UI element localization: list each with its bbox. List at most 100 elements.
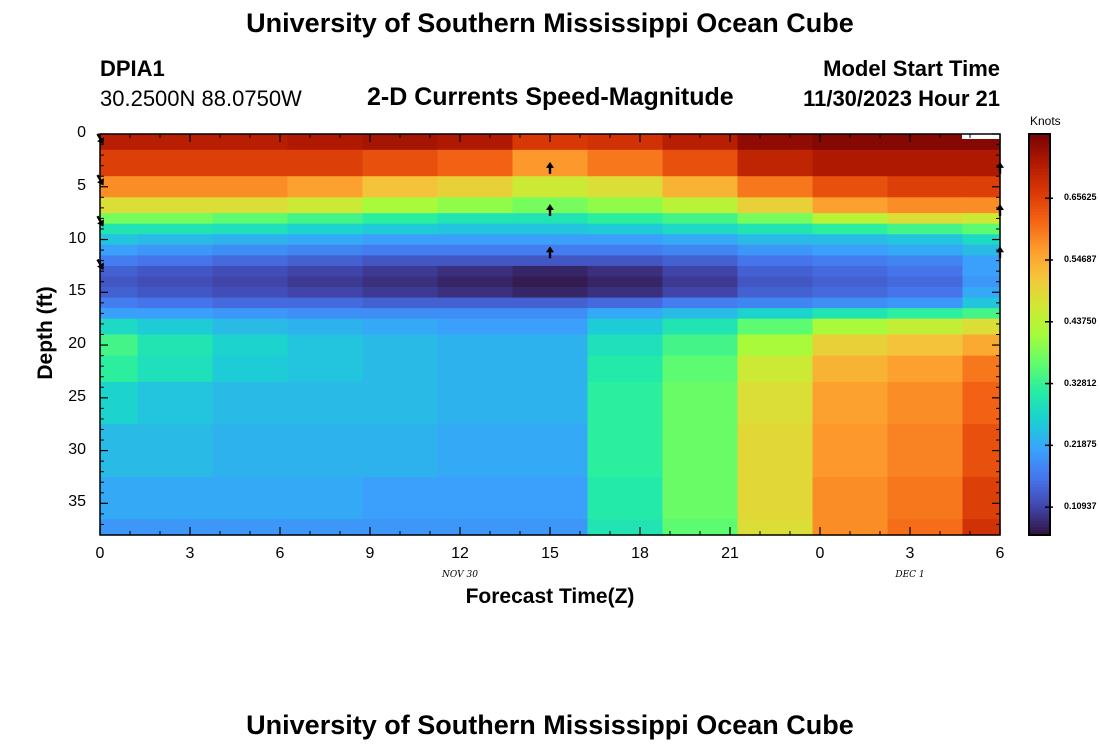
- heatmap-cell: [737, 255, 814, 267]
- x-tick-label: 3: [185, 545, 195, 562]
- colorbar-segment: [1029, 219, 1050, 224]
- heatmap-cell: [587, 265, 664, 278]
- heatmap-cell: [587, 297, 664, 309]
- heatmap-cell: [100, 149, 139, 177]
- colorbar-segment: [1029, 328, 1050, 333]
- heatmap-cell: [887, 381, 964, 425]
- colorbar-segment: [1029, 260, 1050, 264]
- heatmap-cell: [737, 176, 814, 198]
- heatmap-cell: [737, 334, 814, 357]
- heatmap-cell: [137, 276, 214, 288]
- colorbar-segment: [1029, 380, 1050, 384]
- heatmap-cell: [437, 134, 514, 151]
- colorbar-tick-label: 0.65625: [1064, 192, 1097, 203]
- colorbar-segment: [1029, 446, 1050, 450]
- heatmap-cell: [662, 334, 739, 357]
- colorbar-segment: [1029, 532, 1050, 536]
- heatmap-cell: [287, 255, 364, 267]
- colorbar-segment: [1029, 520, 1050, 525]
- heatmap-cell: [737, 213, 814, 225]
- colorbar-segment: [1029, 469, 1050, 473]
- x-tick-label: 6: [275, 545, 285, 562]
- heatmap-cell: [137, 381, 214, 425]
- colorbar-tick-label: 0.43750: [1064, 315, 1097, 326]
- heatmap-cell: [587, 334, 664, 357]
- heatmap-cell: [587, 213, 664, 225]
- heatmap-cell: [587, 519, 664, 536]
- heatmap-cell: [962, 213, 1001, 225]
- heatmap-cell: [887, 234, 964, 246]
- heatmap-cell: [362, 223, 439, 235]
- heatmap-cell: [887, 223, 964, 235]
- heatmap-cell: [287, 308, 364, 320]
- plot-title: 2-D Currents Speed-Magnitude: [367, 83, 734, 111]
- heatmap-cell: [587, 244, 664, 256]
- x-tick-label: 15: [541, 545, 559, 562]
- heatmap-cell: [437, 424, 514, 478]
- heatmap-cell: [812, 244, 889, 256]
- colorbar-segment: [1029, 506, 1050, 510]
- heatmap-cell: [100, 223, 139, 235]
- colorbar-segment: [1029, 411, 1050, 416]
- colorbar-segment: [1029, 194, 1050, 198]
- colorbar-segment: [1029, 262, 1050, 267]
- heatmap-cell: [812, 255, 889, 267]
- colorbar-segment: [1029, 268, 1050, 273]
- colorbar-segment: [1029, 176, 1050, 181]
- heatmap-cell: [587, 197, 664, 214]
- colorbar-segment: [1029, 509, 1050, 513]
- heatmap-cell: [362, 424, 439, 478]
- heatmap-cell: [887, 176, 964, 198]
- colorbar-segment: [1029, 403, 1050, 407]
- heatmap-cell: [437, 276, 514, 288]
- y-tick-label: 20: [68, 335, 86, 353]
- colorbar-segment: [1029, 463, 1050, 467]
- heatmap-cell: [887, 149, 964, 177]
- heatmap-cell: [437, 519, 514, 536]
- heatmap-cell: [287, 355, 364, 383]
- heatmap-cell: [662, 197, 739, 214]
- heatmap-cell: [587, 308, 664, 320]
- y-tick-label: 30: [68, 440, 86, 458]
- heatmap-cell: [287, 519, 364, 536]
- colorbar-segment: [1029, 366, 1050, 370]
- heatmap-cell: [812, 287, 889, 299]
- colorbar-segment: [1029, 239, 1050, 244]
- heatmap-cell: [287, 244, 364, 256]
- heatmap-cell: [437, 297, 514, 309]
- heatmap-cell: [137, 355, 214, 383]
- heatmap-cell: [587, 176, 664, 198]
- heatmap-cell: [887, 308, 964, 320]
- colorbar-segment: [1029, 377, 1050, 381]
- heatmap-cell: [287, 134, 364, 151]
- heatmap-cell: [437, 213, 514, 225]
- heatmap-cell: [137, 234, 214, 246]
- heatmap-cell: [212, 519, 289, 536]
- colorbar-segment: [1029, 274, 1050, 278]
- heatmap-cell: [100, 381, 139, 425]
- heatmap-cell: [287, 297, 364, 309]
- colorbar-segment: [1029, 199, 1050, 204]
- colorbar-segment: [1029, 512, 1050, 516]
- heatmap-cell: [812, 355, 889, 383]
- colorbar-segment: [1029, 271, 1050, 275]
- colorbar-segment: [1029, 391, 1050, 396]
- colorbar-segment: [1029, 497, 1050, 502]
- heatmap-cell: [437, 318, 514, 336]
- heatmap-cell: [662, 297, 739, 309]
- heatmap-cell: [362, 519, 439, 536]
- heatmap-cell: [512, 308, 589, 320]
- colorbar-segment: [1029, 237, 1050, 241]
- heatmap-cell: [437, 265, 514, 278]
- y-tick-label: 5: [77, 176, 86, 194]
- heatmap-cell: [512, 223, 589, 235]
- x-date-label: DEC 1: [895, 570, 925, 580]
- heatmap-cell: [512, 476, 589, 520]
- colorbar-segment: [1029, 437, 1050, 442]
- colorbar-segment: [1029, 162, 1050, 167]
- heatmap-cell: [812, 265, 889, 278]
- heatmap-cell: [962, 308, 1001, 320]
- colorbar-segment: [1029, 345, 1050, 350]
- heatmap-cell: [737, 476, 814, 520]
- colorbar-segment: [1029, 426, 1050, 430]
